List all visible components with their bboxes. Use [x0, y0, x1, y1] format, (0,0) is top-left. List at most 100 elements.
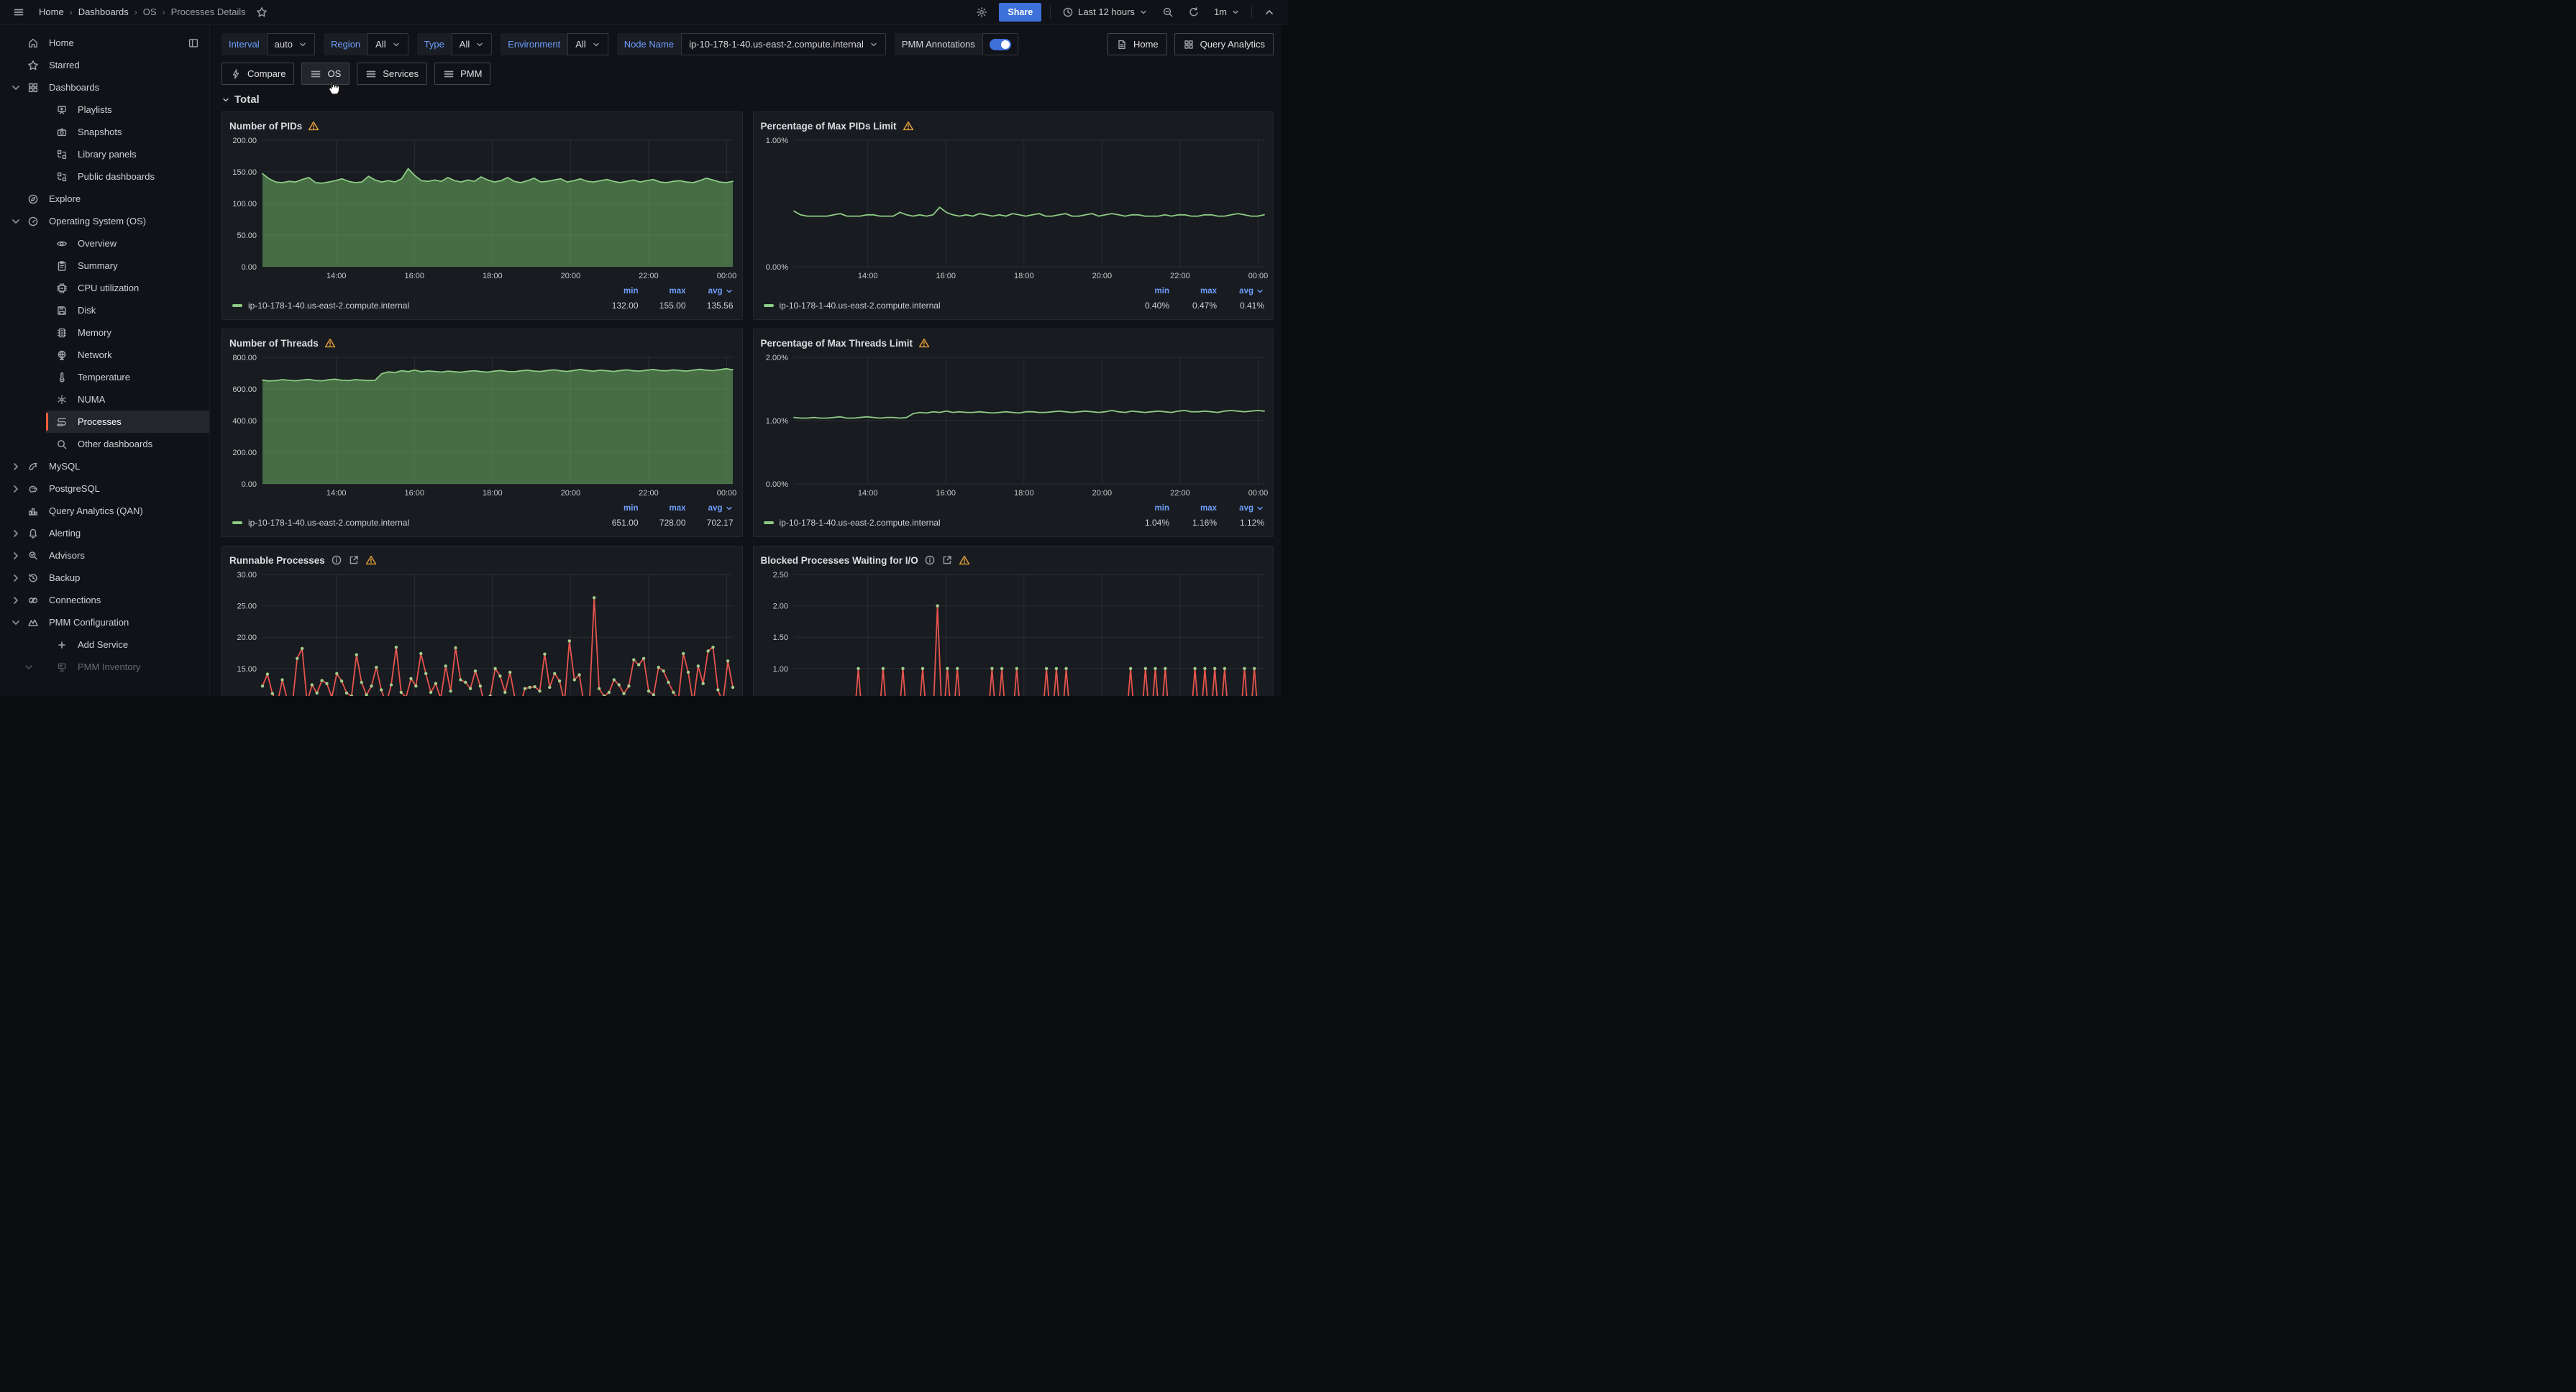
- legend-series-name[interactable]: ip-10-178-1-40.us-east-2.compute.interna…: [763, 518, 941, 528]
- sidebar-item-operating-system-os-[interactable]: Operating System (OS): [0, 210, 209, 232]
- section-row-total[interactable]: Total: [221, 93, 1274, 106]
- scrollbar-gutter[interactable]: [1281, 24, 1288, 696]
- legend-series-name[interactable]: ip-10-178-1-40.us-east-2.compute.interna…: [232, 301, 409, 311]
- panel-header[interactable]: Number of Threads: [228, 334, 736, 352]
- favorite-dashboard-button[interactable]: [253, 4, 270, 21]
- pmm-annotations-toggle[interactable]: [989, 38, 1011, 50]
- sidebar-item-overview[interactable]: Overview: [0, 232, 209, 255]
- legend-sort-avg[interactable]: avg: [1217, 287, 1264, 296]
- breadcrumb-item-processes-details[interactable]: Processes Details: [170, 6, 246, 17]
- info-icon[interactable]: [924, 554, 936, 566]
- sidebar-item-cpu-utilization[interactable]: CPU utilization: [0, 277, 209, 299]
- dashboard-link-os[interactable]: OS: [301, 63, 350, 85]
- panel-header[interactable]: Number of PIDs: [228, 117, 736, 134]
- legend-sort-max[interactable]: max: [639, 504, 685, 513]
- chart-number-of-threads[interactable]: 14:00 16:00 18:00 20:00 22:00 00:00 0.00 200.00…: [228, 352, 736, 502]
- sidebar-item-backup[interactable]: Backup: [0, 567, 209, 589]
- sidebar-item-add-service[interactable]: Add Service: [0, 633, 209, 656]
- sidebar-item-network[interactable]: Network: [0, 344, 209, 366]
- dashboard-link-services[interactable]: Services: [357, 63, 428, 85]
- legend-sort-min[interactable]: min: [1122, 287, 1169, 296]
- sidebar-item-explore[interactable]: Explore: [0, 188, 209, 210]
- chevron-right-icon[interactable]: [9, 461, 23, 472]
- sidebar-item-numa[interactable]: NUMA: [0, 388, 209, 411]
- query-analytics-button[interactable]: Query Analytics: [1174, 33, 1274, 55]
- home-button[interactable]: Home: [1107, 33, 1167, 55]
- chart-percentage-of-max-pids-limit[interactable]: 14:00 16:00 18:00 20:00 22:00 00:00 0.00% 1.00%: [759, 134, 1267, 285]
- legend-sort-max[interactable]: max: [1169, 504, 1217, 513]
- filter-value-dropdown[interactable]: All: [567, 33, 608, 55]
- refresh-button[interactable]: [1185, 4, 1202, 21]
- external-link-icon[interactable]: [941, 554, 953, 566]
- panel-header[interactable]: Percentage of Max Threads Limit: [759, 334, 1268, 352]
- time-range-picker[interactable]: Last 12 hours: [1059, 4, 1151, 21]
- chevron-right-icon[interactable]: [9, 550, 23, 562]
- sidebar-item-query-analytics-qan-[interactable]: Query Analytics (QAN): [0, 500, 209, 522]
- chevron-right-icon[interactable]: [9, 483, 23, 495]
- chevron-down-icon[interactable]: [9, 82, 23, 93]
- sidebar-item-starred[interactable]: Starred: [0, 54, 209, 76]
- chevron-down-icon[interactable]: [9, 617, 23, 628]
- chart-runnable-processes[interactable]: 14:0016:0018:0020:0022:0000:005.0010.001…: [228, 569, 736, 696]
- filter-value-dropdown[interactable]: auto: [266, 33, 315, 55]
- filter-value-dropdown[interactable]: All: [367, 33, 408, 55]
- sidebar-item-alerting[interactable]: Alerting: [0, 522, 209, 544]
- panel-header[interactable]: Blocked Processes Waiting for I/O: [759, 551, 1268, 569]
- chevron-right-icon[interactable]: [9, 595, 23, 606]
- chevron-down-icon[interactable]: [23, 661, 52, 673]
- sidebar-item-advisors[interactable]: Advisors: [0, 544, 209, 567]
- filter-value-dropdown[interactable]: ip-10-178-1-40.us-east-2.compute.interna…: [681, 33, 886, 55]
- legend-series-name[interactable]: ip-10-178-1-40.us-east-2.compute.interna…: [763, 301, 941, 311]
- panel-header[interactable]: Runnable Processes: [228, 551, 736, 569]
- sidebar-item-other-dashboards[interactable]: Other dashboards: [0, 433, 209, 455]
- legend-sort-min[interactable]: min: [591, 504, 638, 513]
- chevron-right-icon[interactable]: [9, 572, 23, 584]
- info-icon[interactable]: [331, 554, 342, 566]
- sidebar-item-memory[interactable]: Memory: [0, 321, 209, 344]
- sidebar-item-playlists[interactable]: Playlists: [0, 99, 209, 121]
- breadcrumb-item-home[interactable]: Home: [39, 6, 64, 17]
- sidebar-item-processes[interactable]: Processes: [0, 411, 209, 433]
- sidebar-item-public-dashboards[interactable]: Public dashboards: [0, 165, 209, 188]
- sidebar-item-temperature[interactable]: Temperature: [0, 366, 209, 388]
- breadcrumb-item-dashboards[interactable]: Dashboards: [78, 6, 129, 17]
- breadcrumb-item-os[interactable]: OS: [142, 6, 157, 17]
- sidebar-item-dashboards[interactable]: Dashboards: [0, 76, 209, 99]
- legend-sort-avg[interactable]: avg: [686, 287, 734, 296]
- sidebar-item-postgresql[interactable]: PostgreSQL: [0, 477, 209, 500]
- sidebar-item-disk[interactable]: Disk: [0, 299, 209, 321]
- kiosk-mode-button[interactable]: [1261, 4, 1278, 21]
- legend-sort-max[interactable]: max: [1169, 287, 1217, 296]
- chart-blocked-processes-waiting-for-i-o[interactable]: 14:0016:0018:0020:0022:0000:000.501.001.…: [759, 569, 1268, 696]
- menu-toggle-button[interactable]: [10, 4, 27, 21]
- external-link-icon[interactable]: [348, 554, 360, 566]
- zoom-out-time-button[interactable]: [1159, 4, 1177, 21]
- legend-sort-min[interactable]: min: [591, 287, 638, 296]
- refresh-interval-picker[interactable]: 1m: [1211, 4, 1243, 20]
- sidebar-item-snapshots[interactable]: Snapshots: [0, 121, 209, 143]
- share-button[interactable]: Share: [999, 2, 1042, 22]
- legend-sort-max[interactable]: max: [639, 287, 685, 296]
- sidebar-item-connections[interactable]: Connections: [0, 589, 209, 611]
- chevron-right-icon[interactable]: [9, 528, 23, 539]
- dashboard-link-compare[interactable]: Compare: [221, 63, 295, 85]
- dashboard-link-pmm[interactable]: PMM: [434, 63, 491, 85]
- sidebar-item-library-panels[interactable]: Library panels: [0, 143, 209, 165]
- sidebar-item-pmm-configuration[interactable]: PMM Configuration: [0, 611, 209, 633]
- sidebar-item-pmm-inventory[interactable]: PMM Inventory: [0, 656, 209, 678]
- legend-series-name[interactable]: ip-10-178-1-40.us-east-2.compute.interna…: [232, 518, 409, 528]
- panel-collapse-icon[interactable]: [188, 37, 199, 49]
- dashboard-settings-button[interactable]: [973, 4, 990, 21]
- panel-legend: min max avg ip-10-178-1-40.us-east-2.comput…: [759, 285, 1268, 313]
- sidebar-item-summary[interactable]: Summary: [0, 255, 209, 277]
- sidebar-item-mysql[interactable]: MySQL: [0, 455, 209, 477]
- sidebar-item-home[interactable]: Home: [0, 32, 209, 54]
- chevron-down-icon[interactable]: [9, 216, 23, 227]
- panel-header[interactable]: Percentage of Max PIDs Limit: [759, 117, 1268, 134]
- filter-value-dropdown[interactable]: All: [451, 33, 493, 55]
- chart-number-of-pids[interactable]: 14:00 16:00 18:00 20:00 22:00 00:00 0.00 50.00 1…: [228, 134, 736, 285]
- legend-sort-avg[interactable]: avg: [1217, 504, 1264, 513]
- chart-percentage-of-max-threads-limit[interactable]: 14:00 16:00 18:00 20:00 22:00 00:00 0.00% 1.00%…: [759, 352, 1267, 502]
- legend-sort-avg[interactable]: avg: [686, 504, 734, 513]
- legend-sort-min[interactable]: min: [1122, 504, 1169, 513]
